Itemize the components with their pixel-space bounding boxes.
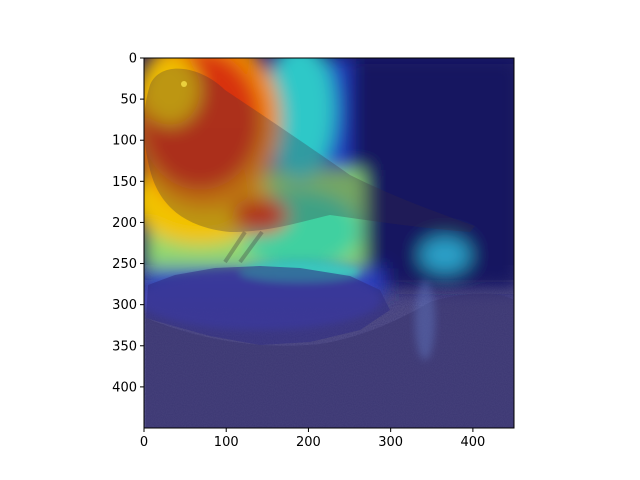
x-tick-label: 0 — [140, 435, 148, 450]
y-tick-label: 400 — [112, 380, 137, 395]
y-tick-label: 250 — [112, 257, 137, 272]
plot-frame — [143, 57, 515, 429]
x-tick-label: 100 — [214, 435, 239, 450]
x-tick-label: 200 — [296, 435, 321, 450]
y-tick-label: 200 — [112, 216, 137, 231]
y-tick-label: 100 — [112, 134, 137, 149]
y-tick-label: 300 — [112, 298, 137, 313]
x-tick-label: 300 — [378, 435, 403, 450]
y-tick-label: 0 — [129, 52, 137, 67]
y-tick-label: 350 — [112, 339, 137, 354]
y-tick-label: 50 — [120, 93, 137, 108]
y-tick-label: 150 — [112, 175, 137, 190]
x-axis: 0 100 200 300 400 — [140, 428, 485, 450]
x-tick-label: 400 — [460, 435, 485, 450]
y-axis: 0 50 100 150 200 250 300 350 400 — [112, 52, 144, 395]
heatmap-image — [144, 58, 514, 428]
